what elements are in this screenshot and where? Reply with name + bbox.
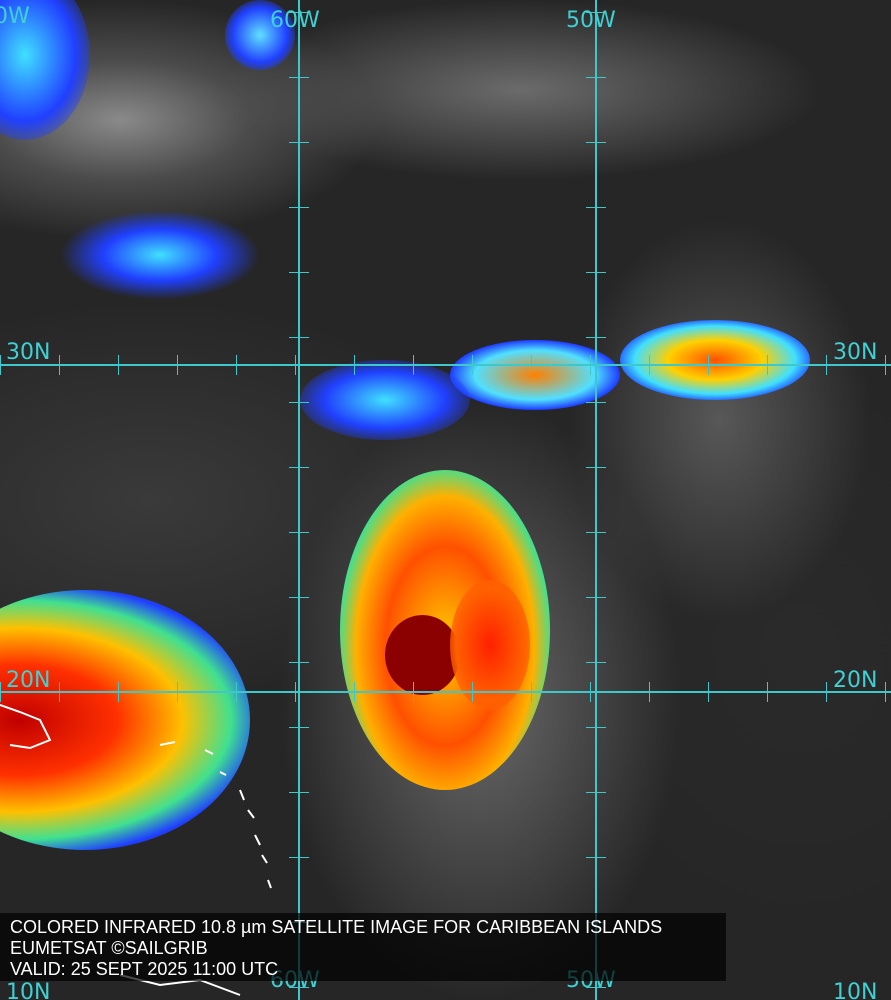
grid-tick (177, 355, 178, 375)
image-credit: EUMETSAT ©SAILGRIB (10, 938, 208, 958)
grid-tick (289, 467, 309, 468)
grid-tick (885, 682, 886, 702)
grid-tick (289, 987, 309, 988)
grid-tick (59, 355, 60, 375)
grid-tick (586, 77, 606, 78)
meridian-60w (298, 0, 300, 1000)
grid-tick (586, 272, 606, 273)
grid-tick (236, 682, 237, 702)
grid-tick (586, 987, 606, 988)
grid-tick (413, 682, 414, 702)
grid-tick (236, 355, 237, 375)
label-20n-left: 20N (6, 668, 51, 693)
label-10n-left: 10N (6, 980, 51, 1000)
grid-tick (586, 792, 606, 793)
grid-tick (0, 682, 1, 702)
grid-tick (472, 355, 473, 375)
label-50w-top: 50W (566, 8, 616, 33)
grid-tick (289, 77, 309, 78)
grid-tick (0, 355, 1, 375)
grid-tick (586, 12, 606, 13)
valid-time: VALID: 25 SEPT 2025 11:00 UTC (10, 959, 279, 979)
label-60w-top: 60W (270, 8, 320, 33)
grid-tick (354, 682, 355, 702)
grid-tick (586, 597, 606, 598)
meridian-50w (595, 0, 597, 1000)
grid-tick (472, 682, 473, 702)
grid-tick (289, 597, 309, 598)
grid-tick (708, 682, 709, 702)
grid-tick (59, 682, 60, 702)
grid-tick (289, 337, 309, 338)
grid-tick (289, 402, 309, 403)
grid-tick (531, 355, 532, 375)
grid-tick (118, 682, 119, 702)
grid-tick (586, 532, 606, 533)
grid-tick (586, 402, 606, 403)
label-10n-right: 10N (833, 980, 878, 1000)
grid-tick (118, 355, 119, 375)
grid-tick (767, 355, 768, 375)
caption-box: COLORED INFRARED 10.8 µm SATELLITE IMAGE… (0, 913, 726, 981)
grid-tick (289, 207, 309, 208)
label-20n-right: 20N (833, 668, 878, 693)
grid-tick (767, 682, 768, 702)
image-title: COLORED INFRARED 10.8 µm SATELLITE IMAGE… (10, 917, 663, 937)
grid-tick (177, 682, 178, 702)
grid-tick (289, 792, 309, 793)
grid-tick (289, 727, 309, 728)
grid-tick (649, 682, 650, 702)
grid-tick (295, 682, 296, 702)
grid-tick (826, 682, 827, 702)
grid-tick (289, 662, 309, 663)
grid-tick (590, 682, 591, 702)
grid-tick (586, 727, 606, 728)
label-70w-top: 70W (0, 4, 30, 29)
grid-tick (586, 467, 606, 468)
grid-tick (295, 355, 296, 375)
grid-tick (289, 142, 309, 143)
label-30n-left: 30N (6, 340, 51, 365)
grid-tick (586, 207, 606, 208)
parallel-20n (0, 691, 891, 693)
grid-tick (586, 337, 606, 338)
grid-tick (289, 857, 309, 858)
grid-tick (826, 355, 827, 375)
grid-tick (531, 682, 532, 702)
grid-tick (708, 355, 709, 375)
grid-tick (586, 857, 606, 858)
grid-tick (590, 355, 591, 375)
parallel-30n (0, 364, 891, 366)
grid-tick (885, 355, 886, 375)
grid-tick (289, 272, 309, 273)
grid-tick (586, 142, 606, 143)
grid-tick (413, 355, 414, 375)
grid-tick (289, 532, 309, 533)
grid-tick (649, 355, 650, 375)
grid-tick (289, 12, 309, 13)
grid-tick (354, 355, 355, 375)
grid-tick (586, 662, 606, 663)
label-30n-right: 30N (833, 340, 878, 365)
